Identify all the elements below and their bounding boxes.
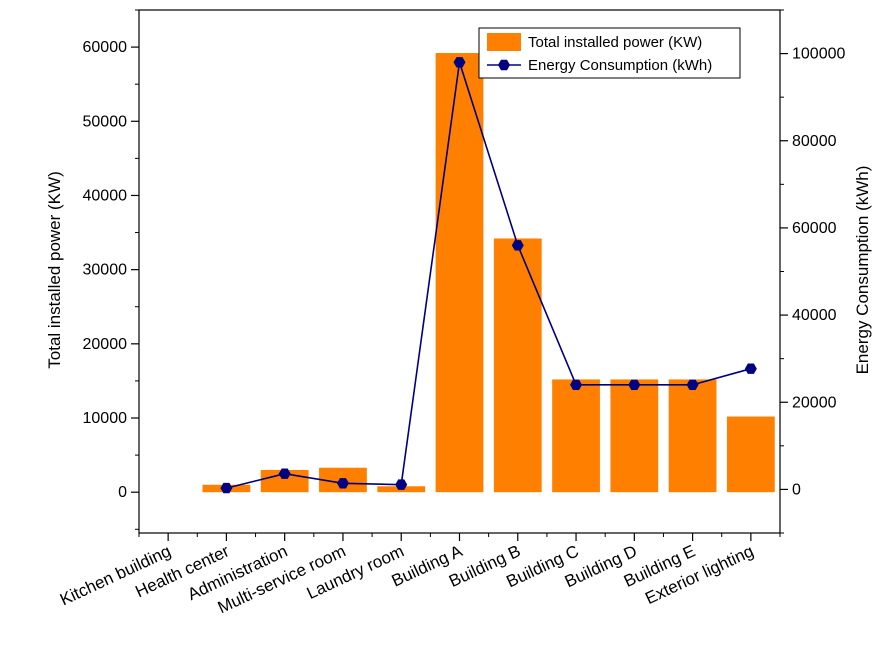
y-left-tick-label: 20000 (83, 336, 128, 353)
y-left-tick-label: 50000 (83, 113, 128, 130)
legend-bar-label: Total installed power (KW) (528, 34, 702, 51)
y-axis-left-title: Total installed power (KW) (45, 171, 64, 368)
energy-point (511, 240, 524, 251)
bar (668, 379, 717, 493)
y-left-tick-label: 0 (118, 484, 127, 501)
energy-point (453, 57, 466, 68)
energy-point (220, 482, 233, 494)
energy-line (226, 62, 752, 489)
legend: Total installed power (KW) Energy Consum… (478, 27, 741, 79)
energy-point (336, 478, 349, 489)
y-left-tick-label: 40000 (83, 187, 128, 204)
y-left-tick-label: 30000 (83, 262, 128, 279)
bar (435, 53, 484, 493)
energy-point (395, 479, 408, 490)
bar (726, 416, 775, 493)
y-left-tick-label: 60000 (83, 39, 128, 56)
legend-line-marker (498, 59, 510, 71)
bars-layer (202, 53, 775, 493)
energy-point (278, 468, 291, 479)
line-layer (220, 57, 757, 494)
energy-point (744, 363, 757, 374)
y-right-tick-label: 20000 (792, 394, 837, 411)
y-axis-right-title: Energy Consumption (kWh) (853, 166, 872, 375)
legend-bar-swatch (487, 33, 521, 51)
energy-point (570, 379, 583, 391)
legend-line-label: Energy Consumption (kWh) (528, 57, 712, 74)
y-right-tick-label: 40000 (792, 307, 837, 324)
y-right-tick-label: 100000 (792, 46, 845, 63)
y-right-tick-label: 60000 (792, 220, 837, 237)
legend-box (478, 27, 741, 79)
y-right-tick-label: 80000 (792, 133, 837, 150)
y-left-tick-label: 10000 (83, 410, 128, 427)
energy-point (686, 379, 699, 391)
bar (493, 238, 542, 493)
bar (610, 379, 659, 493)
bar (552, 379, 600, 493)
y-right-tick-label: 0 (792, 481, 801, 498)
energy-point (628, 379, 641, 391)
